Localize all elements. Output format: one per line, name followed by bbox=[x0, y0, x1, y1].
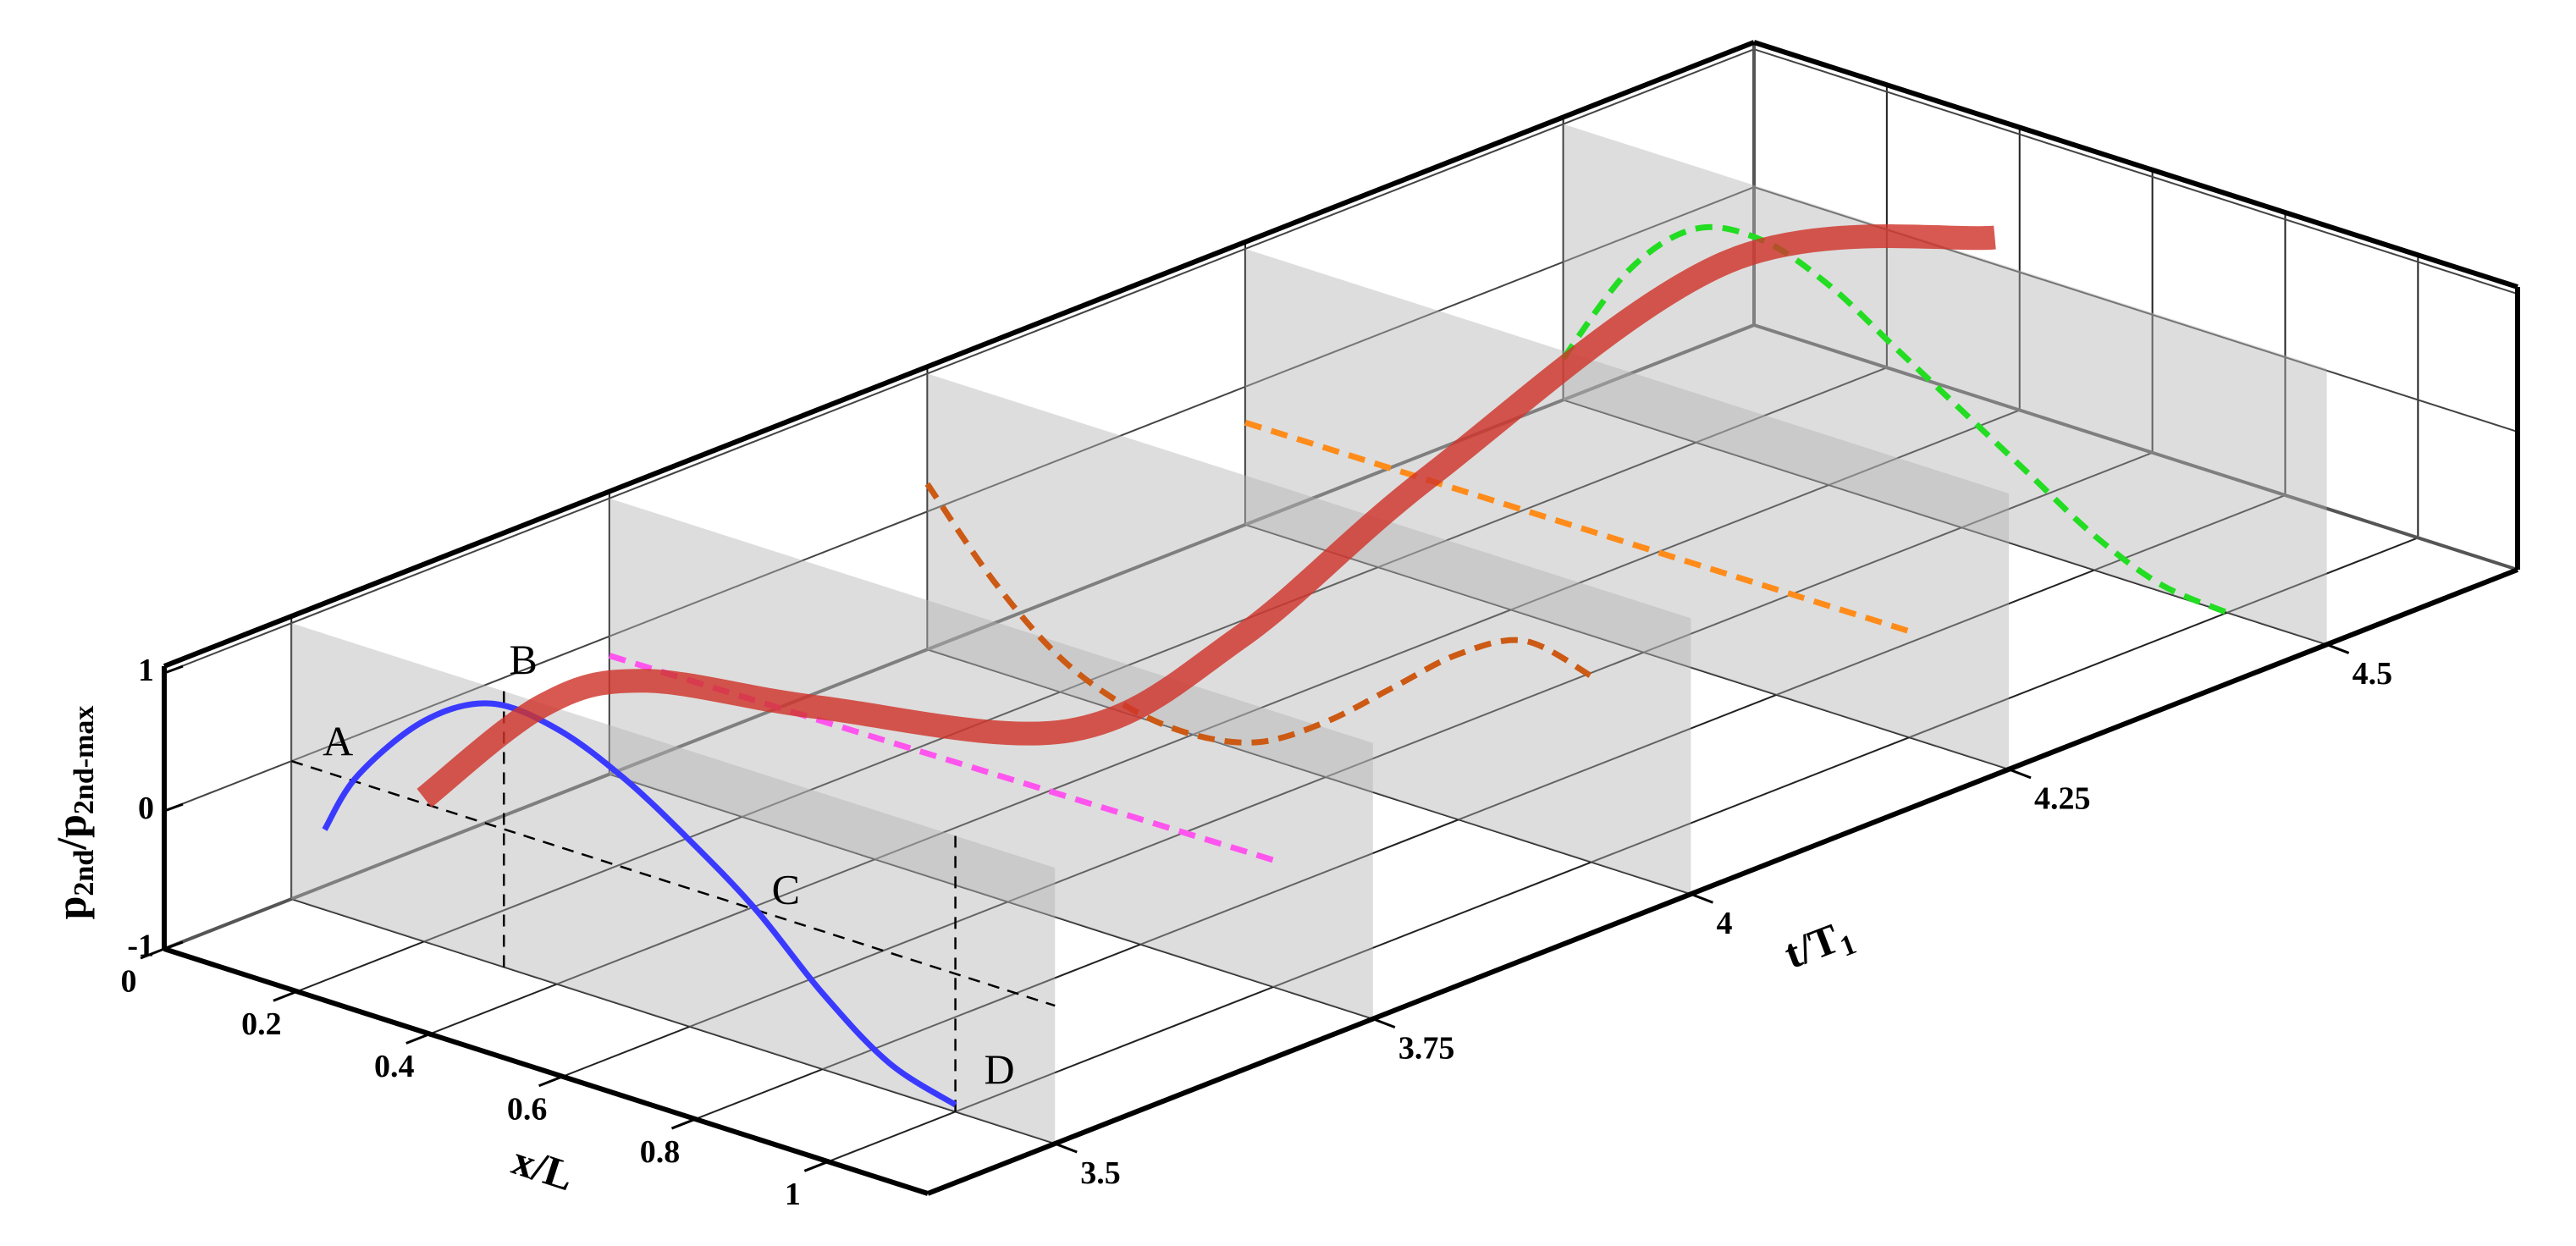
x-tick-label: 0.8 bbox=[640, 1134, 681, 1170]
y-tick bbox=[1690, 892, 1713, 904]
point-label: C bbox=[772, 865, 800, 912]
series-line bbox=[322, 700, 957, 1108]
x-tick-label: 0 bbox=[121, 964, 137, 1000]
x-tick bbox=[538, 1075, 564, 1088]
box-edge bbox=[1753, 40, 2518, 289]
x-tick bbox=[670, 1117, 697, 1130]
wall-grid-line bbox=[163, 186, 1755, 813]
x-tick-label: 0.2 bbox=[241, 1006, 282, 1042]
floor-grid-line bbox=[1244, 523, 2010, 770]
z-tick-label: 1 bbox=[138, 653, 154, 688]
floor-grid-line bbox=[609, 773, 1374, 1020]
z-axis-label-part: 2nd-max bbox=[69, 706, 100, 814]
z-tick-label: -1 bbox=[127, 929, 154, 964]
series-line bbox=[924, 482, 1593, 746]
z-tick bbox=[163, 802, 184, 813]
floor bbox=[164, 325, 2518, 1194]
y-tick bbox=[1372, 1017, 1396, 1029]
y-axis-label-part: t/T bbox=[1778, 914, 1845, 978]
x-tick-label: 0.6 bbox=[507, 1092, 548, 1127]
z-axis-label-part: 2nd bbox=[69, 850, 100, 896]
y-tick-label: 3.5 bbox=[1080, 1155, 1121, 1191]
floor-grid-line bbox=[429, 409, 2021, 1035]
floor-grid-line bbox=[1563, 399, 2327, 646]
y-axis-label: t/T1 bbox=[1778, 909, 1861, 982]
box-edge bbox=[1753, 323, 2518, 571]
x-tick bbox=[405, 1033, 431, 1045]
box-edge bbox=[163, 40, 1756, 669]
series-line bbox=[416, 224, 1996, 808]
x-tick bbox=[803, 1160, 829, 1172]
wall-grid-line bbox=[163, 48, 1755, 675]
floor-grid-line bbox=[290, 898, 1056, 1144]
point-label: B bbox=[510, 636, 538, 683]
z-axis-label-part: /p bbox=[47, 814, 95, 851]
y-tick-label: 3.75 bbox=[1398, 1030, 1455, 1066]
box-edge bbox=[926, 567, 2519, 1196]
floor-grid-line bbox=[827, 537, 2419, 1163]
y-tick bbox=[2008, 768, 2032, 780]
z-tick bbox=[163, 940, 184, 951]
y-tick bbox=[2326, 643, 2350, 654]
x-tick-label: 1 bbox=[785, 1177, 801, 1212]
z-tick bbox=[163, 664, 184, 675]
point-label: D bbox=[985, 1045, 1015, 1093]
x-tick bbox=[273, 990, 298, 1002]
z-tick-label: 0 bbox=[138, 791, 154, 826]
wall-grid-line bbox=[1753, 48, 2518, 295]
x-tick bbox=[140, 947, 165, 960]
floor-grid-line bbox=[296, 367, 1888, 993]
y-tick-label: 4 bbox=[1716, 906, 1732, 941]
floor-grid-line bbox=[927, 648, 1691, 896]
floor-grid-line bbox=[562, 451, 2153, 1078]
floor-grid-line bbox=[695, 494, 2286, 1120]
y-tick bbox=[1054, 1142, 1078, 1154]
y-tick-label: 4.5 bbox=[2353, 656, 2393, 692]
x-tick-label: 0.4 bbox=[374, 1049, 415, 1084]
slice-plane bbox=[927, 373, 1691, 895]
z-axis-label-part: p bbox=[47, 896, 95, 920]
series-line bbox=[1244, 419, 1911, 635]
slice-plane bbox=[609, 498, 1373, 1019]
x-axis-label: x/L bbox=[507, 1136, 580, 1200]
y-tick-label: 4.25 bbox=[2034, 781, 2091, 817]
slice-plane bbox=[1245, 248, 2010, 769]
box-edge bbox=[163, 946, 929, 1196]
z-axis-label: p2nd/p2nd-max bbox=[47, 706, 99, 920]
guide-line bbox=[290, 759, 1056, 1007]
point-label: A bbox=[323, 718, 353, 765]
